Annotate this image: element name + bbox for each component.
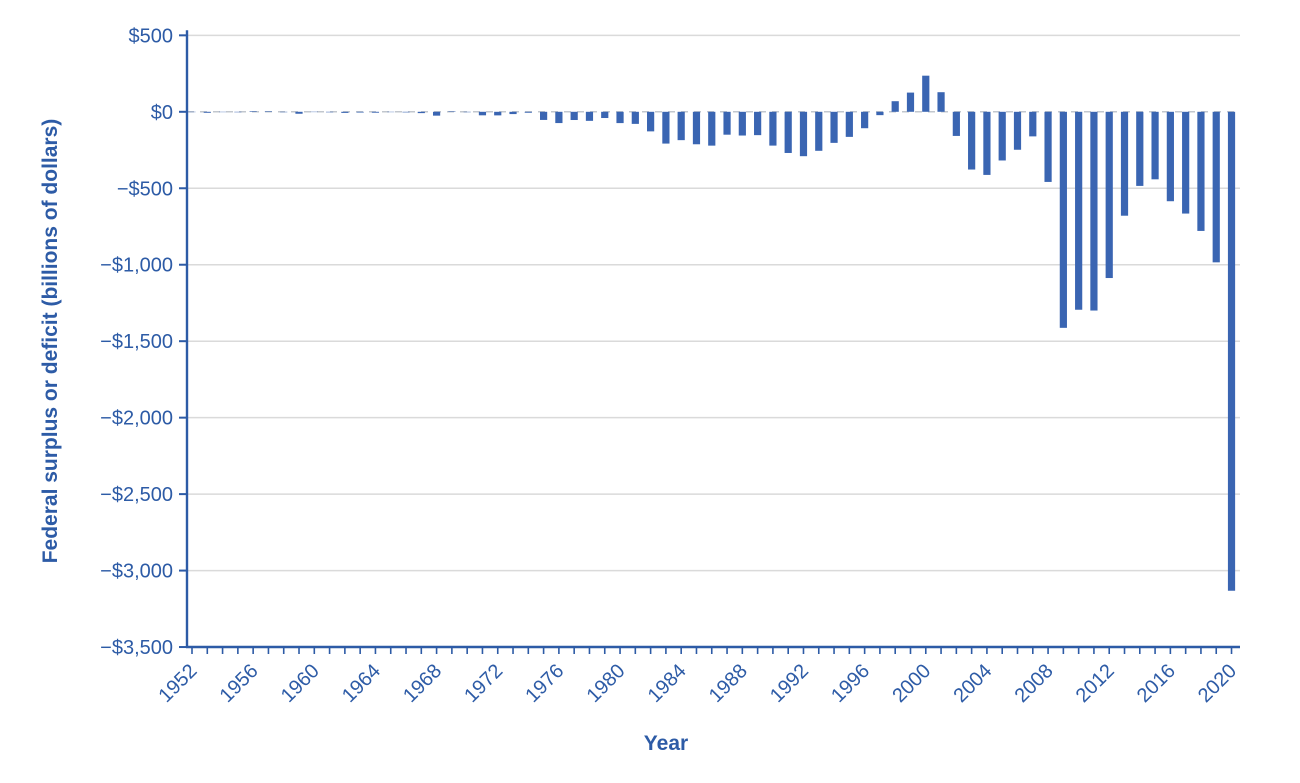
bar-1978 <box>585 111 594 121</box>
bar-1980 <box>616 111 624 124</box>
bar-2001 <box>937 92 945 112</box>
x-tick-label-1964: 1964 <box>338 660 385 707</box>
bar-1992 <box>799 111 808 157</box>
bar-2017 <box>1182 111 1190 214</box>
bar-1982 <box>647 111 655 132</box>
bar-1986 <box>708 111 716 146</box>
bar-2007 <box>1029 111 1037 137</box>
x-tick-label-1968: 1968 <box>399 660 446 707</box>
y-tick-label--2500: −$2,500 <box>100 484 173 506</box>
bar-2012 <box>1105 111 1113 279</box>
bar-2004 <box>983 111 991 175</box>
x-tick-label-1992: 1992 <box>766 660 813 707</box>
bar-2009 <box>1059 111 1067 328</box>
y-tick-label-500: $500 <box>129 25 174 47</box>
y-tick-label--500: −$500 <box>117 178 173 200</box>
x-tick-label-1984: 1984 <box>644 660 691 707</box>
x-tick-label-2012: 2012 <box>1072 660 1119 707</box>
y-tick-label--1500: −$1,500 <box>100 331 173 353</box>
bar-2006 <box>1013 111 1022 150</box>
bar-1977 <box>570 111 578 121</box>
bar-1972 <box>494 111 502 116</box>
bar-1963 <box>356 111 364 113</box>
bar-1971 <box>478 111 487 116</box>
bar-1979 <box>601 111 609 119</box>
bar-1993 <box>815 111 823 151</box>
bar-2019 <box>1212 111 1220 263</box>
bar-1999 <box>906 92 915 112</box>
x-tick-label-2020: 2020 <box>1194 660 1241 707</box>
bar-1976 <box>555 111 563 124</box>
bar-1984 <box>677 111 685 141</box>
bar-1973 <box>509 111 517 115</box>
bar-1957 <box>264 111 273 112</box>
x-tick-label-2004: 2004 <box>949 660 996 707</box>
x-tick-label-1976: 1976 <box>521 660 568 707</box>
bar-2018 <box>1197 111 1205 231</box>
bar-1990 <box>769 111 777 146</box>
x-tick-label-2016: 2016 <box>1133 660 1180 707</box>
bar-2010 <box>1075 111 1083 310</box>
bar-2000 <box>922 75 930 112</box>
bar-1975 <box>540 111 548 120</box>
bar-1953 <box>203 111 211 113</box>
y-tick-label--3500: −$3,500 <box>100 637 173 659</box>
x-tick-label-1972: 1972 <box>460 660 507 707</box>
bar-1989 <box>754 111 762 136</box>
y-axis-title: Federal surplus or deficit (billions of … <box>39 119 62 564</box>
bar-2008 <box>1044 111 1052 182</box>
bar-2011 <box>1090 111 1098 311</box>
bar-1997 <box>876 111 884 116</box>
x-tick-label-1956: 1956 <box>216 660 263 707</box>
x-tick-label-2000: 2000 <box>888 660 935 707</box>
bar-1964 <box>371 111 380 113</box>
bar-1961 <box>325 111 334 113</box>
y-tick-label--1000: −$1,000 <box>100 255 173 277</box>
bar-2020 <box>1227 111 1236 591</box>
y-tick-label--2000: −$2,000 <box>100 408 173 430</box>
bar-2002 <box>952 111 960 136</box>
bar-1985 <box>692 111 701 145</box>
bar-2003 <box>968 111 976 170</box>
bar-2005 <box>998 111 1006 161</box>
bar-1968 <box>432 111 441 116</box>
x-tick-label-1996: 1996 <box>827 660 874 707</box>
bar-1996 <box>861 111 869 129</box>
x-tick-label-1988: 1988 <box>705 660 752 707</box>
x-axis-title: Year <box>644 732 688 755</box>
x-tick-label-2008: 2008 <box>1011 660 1058 707</box>
bar-1994 <box>830 111 838 143</box>
bar-1983 <box>662 111 670 144</box>
bar-1966 <box>402 111 410 113</box>
bar-2016 <box>1166 111 1174 202</box>
x-tick-label-1980: 1980 <box>583 660 630 707</box>
bar-2015 <box>1151 111 1159 180</box>
y-tick-label-0: $0 <box>151 102 173 124</box>
bars-group <box>188 75 1236 591</box>
bar-2013 <box>1120 111 1129 216</box>
bar-1995 <box>845 111 853 137</box>
bar-1967 <box>417 111 425 114</box>
x-tick-label-1952: 1952 <box>155 660 202 707</box>
bar-1991 <box>784 111 792 153</box>
bar-1962 <box>341 111 349 113</box>
bar-1974 <box>524 111 532 113</box>
bar-1956 <box>249 111 257 112</box>
bar-1959 <box>295 111 303 114</box>
axes-group: $500 $0 −$500 −$1,000 −$1,500 −$2,000 −$2,500 −… <box>100 25 1241 707</box>
x-tick-label-1960: 1960 <box>277 660 324 707</box>
bar-1988 <box>738 111 746 136</box>
bar-1998 <box>891 101 899 112</box>
bar-1987 <box>723 111 731 135</box>
bar-1981 <box>631 111 639 124</box>
y-tick-label--3000: −$3,000 <box>100 561 173 583</box>
bar-2014 <box>1136 111 1144 186</box>
